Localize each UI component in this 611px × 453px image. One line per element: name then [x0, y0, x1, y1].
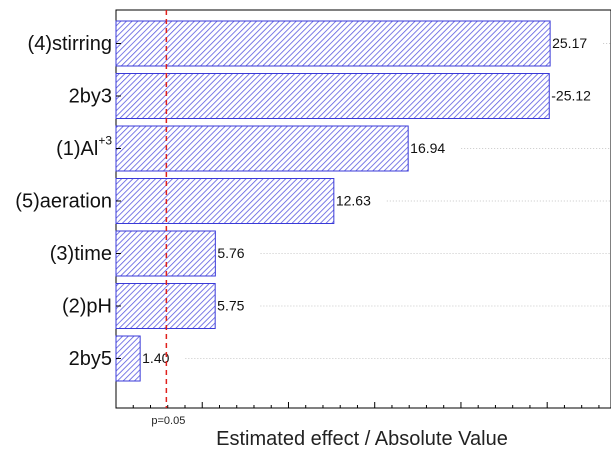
y-axis-ticks [116, 43, 121, 359]
bar [115, 178, 335, 224]
bar [115, 20, 551, 67]
category-labels: (4)stirring 2by3 (1)Al+3 (5)aeration (3)time… [15, 33, 112, 370]
bar [115, 125, 409, 172]
value-label: 5.75 [217, 298, 244, 314]
row-guides [185, 43, 611, 359]
category-label: (4)stirring [28, 33, 112, 55]
x-axis-title: Estimated effect / Absolute Value [216, 428, 508, 450]
value-label: 16.94 [410, 140, 445, 156]
category-label: (3)time [50, 243, 112, 265]
category-label: 2by3 [69, 85, 112, 107]
category-label: (1)Al+3 [56, 134, 112, 160]
category-label-superscript: +3 [98, 134, 112, 148]
category-label: (2)pH [62, 295, 112, 317]
x-axis-ticks [115, 402, 600, 408]
value-label: 5.76 [217, 245, 244, 261]
category-label: 2by5 [69, 348, 112, 370]
value-label: 12.63 [336, 193, 371, 209]
value-label: -25.12 [551, 88, 591, 104]
category-label: (5)aeration [15, 190, 112, 212]
significance-label: p=0.05 [151, 415, 185, 427]
value-label: 1.40 [142, 350, 169, 366]
bar [115, 73, 550, 119]
value-labels: 25.17 -25.12 16.94 12.63 5.76 5.75 1.40 [142, 35, 591, 366]
value-label: 25.17 [552, 35, 587, 51]
bar [115, 283, 216, 329]
